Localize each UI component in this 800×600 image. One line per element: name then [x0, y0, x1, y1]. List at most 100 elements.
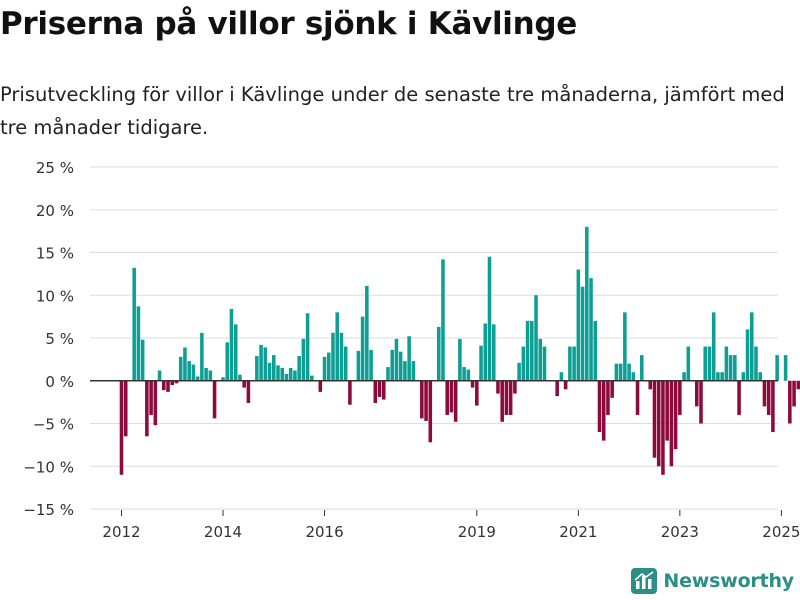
- bar: [428, 380, 433, 443]
- bar: [648, 380, 653, 390]
- bar: [445, 380, 449, 415]
- y-tick-label: 10 %: [36, 287, 74, 305]
- bar: [229, 308, 234, 381]
- bar: [563, 380, 568, 390]
- y-tick-label: −5 %: [33, 416, 74, 434]
- bar: [204, 367, 208, 381]
- gridlines: [90, 166, 778, 510]
- bar: [149, 380, 153, 415]
- bar: [559, 372, 564, 381]
- bar: [491, 324, 496, 381]
- bar: [682, 372, 686, 381]
- bar: [737, 380, 741, 415]
- bar: [331, 332, 335, 381]
- bar: [749, 312, 754, 381]
- bar: [665, 380, 669, 441]
- bar: [386, 367, 390, 381]
- bar: [758, 372, 762, 381]
- bar: [487, 256, 492, 381]
- bar: [369, 349, 373, 381]
- bar: [178, 356, 183, 381]
- bar: [305, 313, 310, 381]
- bar: [466, 369, 471, 381]
- bar: [200, 332, 204, 381]
- bar: [496, 380, 500, 394]
- bar: [673, 380, 678, 450]
- bar: [728, 355, 733, 381]
- bar: [475, 380, 479, 406]
- bar: [640, 355, 644, 381]
- bar: [424, 380, 428, 421]
- bar: [703, 346, 708, 381]
- bar: [627, 363, 631, 381]
- bar: [525, 320, 530, 381]
- bar: [259, 344, 263, 381]
- bar: [796, 380, 800, 390]
- bar: [788, 380, 792, 424]
- bar: [394, 338, 399, 381]
- bar: [585, 226, 589, 381]
- bar: [572, 346, 576, 381]
- bar: [534, 295, 538, 381]
- bar: [724, 346, 729, 381]
- bar: [284, 373, 289, 381]
- x-tick-label: 2014: [204, 523, 242, 541]
- bar: [762, 380, 767, 407]
- bar: [360, 316, 365, 381]
- y-tick-label: 15 %: [36, 245, 74, 263]
- bar: [208, 370, 213, 381]
- bar: [335, 312, 339, 381]
- bar: [462, 367, 466, 381]
- bar: [343, 346, 348, 381]
- bar: [479, 345, 483, 381]
- bar: [458, 338, 462, 381]
- bar: [326, 352, 331, 381]
- bar: [601, 380, 606, 441]
- bar: [132, 267, 136, 381]
- brand-name: Newsworthy: [663, 570, 794, 592]
- bar: [356, 350, 361, 381]
- bar: [293, 370, 297, 381]
- bar: [686, 346, 691, 381]
- bar: [652, 380, 657, 458]
- bar: [212, 380, 217, 419]
- bar: [792, 380, 796, 407]
- bar: [174, 380, 179, 384]
- bar: [276, 365, 280, 381]
- bar: [589, 278, 593, 381]
- bar: [678, 380, 682, 415]
- bar: [716, 372, 720, 381]
- bar: [403, 361, 407, 381]
- bar: [145, 380, 149, 437]
- bar: [661, 380, 665, 475]
- x-tick-label: 2023: [661, 523, 699, 541]
- bar: [381, 380, 386, 400]
- bar: [170, 380, 175, 386]
- bar: [301, 338, 306, 381]
- bar: [322, 356, 327, 381]
- bar: [449, 380, 454, 413]
- bar: [631, 372, 636, 381]
- bar: [741, 372, 746, 381]
- brand-logo: Newsworthy: [631, 568, 794, 594]
- bar: [348, 380, 352, 405]
- y-tick-label: 25 %: [36, 159, 74, 177]
- bar: [707, 346, 712, 381]
- bar: [453, 380, 458, 422]
- bar: [711, 312, 716, 381]
- x-tick-label: 2012: [102, 523, 140, 541]
- bar: [783, 355, 788, 381]
- bar: [470, 380, 475, 388]
- bar: [420, 380, 424, 419]
- bar: [775, 355, 779, 381]
- bar: [504, 380, 509, 415]
- bar: [483, 323, 488, 381]
- bar: [771, 380, 775, 433]
- bar: [411, 361, 416, 381]
- bar: [153, 380, 158, 426]
- bar: [339, 332, 344, 381]
- bar: [398, 351, 403, 381]
- bar: [542, 346, 547, 381]
- bar: [162, 380, 166, 391]
- bar: [568, 346, 572, 381]
